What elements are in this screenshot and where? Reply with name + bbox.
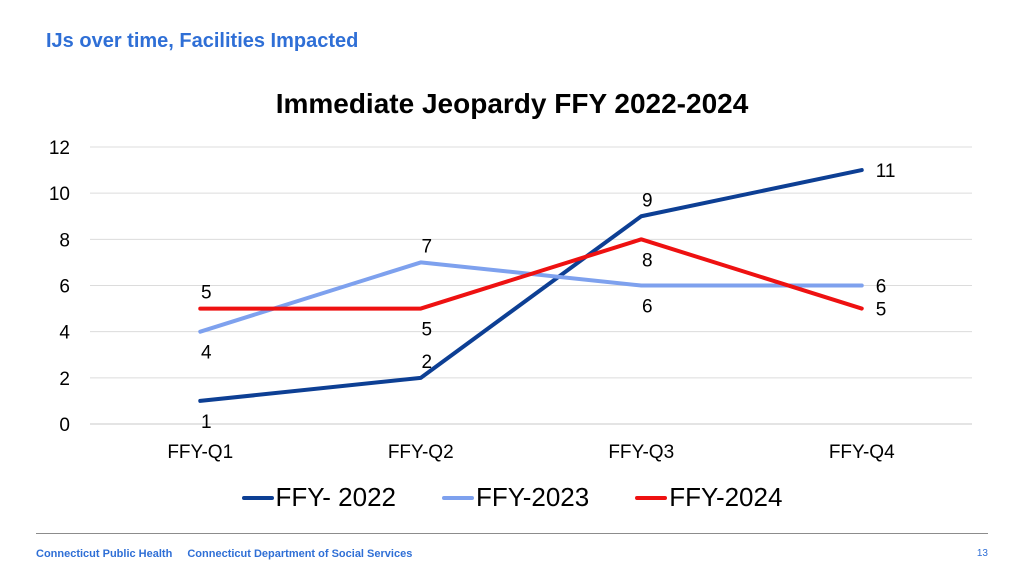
y-axis-ticks: 0 2 4 6 8 10 12 [49,138,71,436]
data-label: 5 [876,300,887,321]
data-label: 1 [201,412,212,433]
legend-label: FFY-2023 [476,482,590,512]
y-tick-label: 2 [59,369,70,390]
y-tick-label: 10 [49,184,70,205]
data-label: 6 [642,297,653,318]
legend-item-ffy-2024: FFY-2024 [635,482,782,513]
legend-item-ffy-2022: FFY- 2022 [241,482,396,513]
chart-title: Immediate Jeopardy FFY 2022-2024 [275,88,749,119]
y-tick-label: 0 [59,415,70,436]
data-label: 5 [201,283,212,304]
legend-item-ffy-2023: FFY-2023 [442,482,589,513]
y-tick-label: 6 [59,277,70,298]
series-line-ffy-2024 [198,237,864,311]
y-tick-label: 12 [49,138,70,159]
legend-swatch [241,495,274,500]
y-tick-label: 4 [59,323,70,344]
data-label: 8 [642,250,653,271]
footer-org-social-services: Connecticut Department of Social Service… [187,548,413,560]
x-axis-ticks: FFY-Q1 FFY-Q2 FFY-Q3 FFY-Q4 [167,442,895,463]
slide-title: IJs over time, Facilities Impacted [46,30,359,52]
data-label: 2 [421,352,432,373]
series-line-ffy-2022 [198,168,864,403]
data-label: 4 [201,343,212,364]
footer-organizations: Connecticut Public Health Connecticut De… [36,548,424,560]
data-label: 9 [642,190,653,211]
x-tick-label: FFY-Q4 [829,442,895,463]
series-lines [198,168,864,403]
legend-swatch [635,495,668,500]
legend-label: FFY- 2022 [275,482,396,512]
legend-label: FFY-2024 [669,482,783,512]
x-tick-label: FFY-Q3 [608,442,674,463]
legend: FFY- 2022 FFY-2023 FFY-2024 [0,482,1024,513]
data-label: 5 [421,320,432,341]
data-label: 7 [421,236,432,257]
page-number: 13 [976,548,988,559]
x-tick-label: FFY-Q1 [167,442,233,463]
data-label: 11 [876,161,896,182]
footer-divider [36,533,988,534]
legend-swatch [442,495,474,500]
y-tick-label: 8 [59,230,70,251]
x-tick-label: FFY-Q2 [388,442,454,463]
footer-org-public-health: Connecticut Public Health [36,548,173,560]
data-label: 6 [876,277,887,298]
